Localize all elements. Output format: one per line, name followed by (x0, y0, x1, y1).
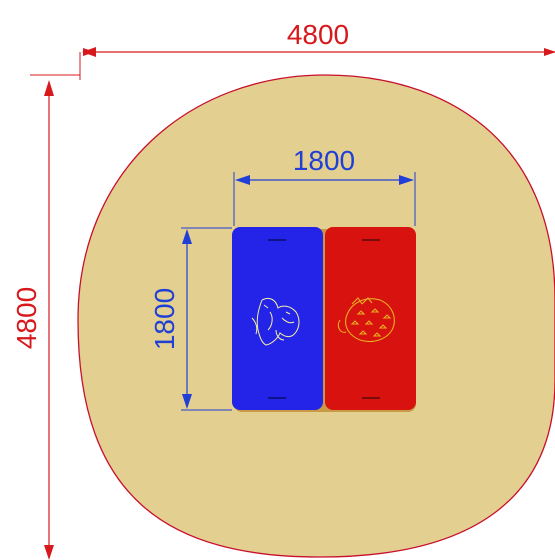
left-panel (232, 227, 323, 410)
inner-width-label: 1800 (293, 145, 355, 176)
outer-height-dimension: 4800 (11, 74, 80, 560)
outer-width-label: 4800 (287, 19, 349, 50)
inner-width-dimension: 1800 (233, 145, 416, 226)
outer-width-dimension: 4800 (79, 19, 555, 80)
inner-height-dimension: 1800 (149, 227, 232, 411)
inner-height-label: 1800 (149, 288, 180, 350)
gorilla-sketch-icon (251, 297, 300, 346)
outer-height-label: 4800 (11, 287, 42, 349)
strawberry-sketch-icon (337, 297, 395, 343)
right-panel (325, 227, 416, 410)
